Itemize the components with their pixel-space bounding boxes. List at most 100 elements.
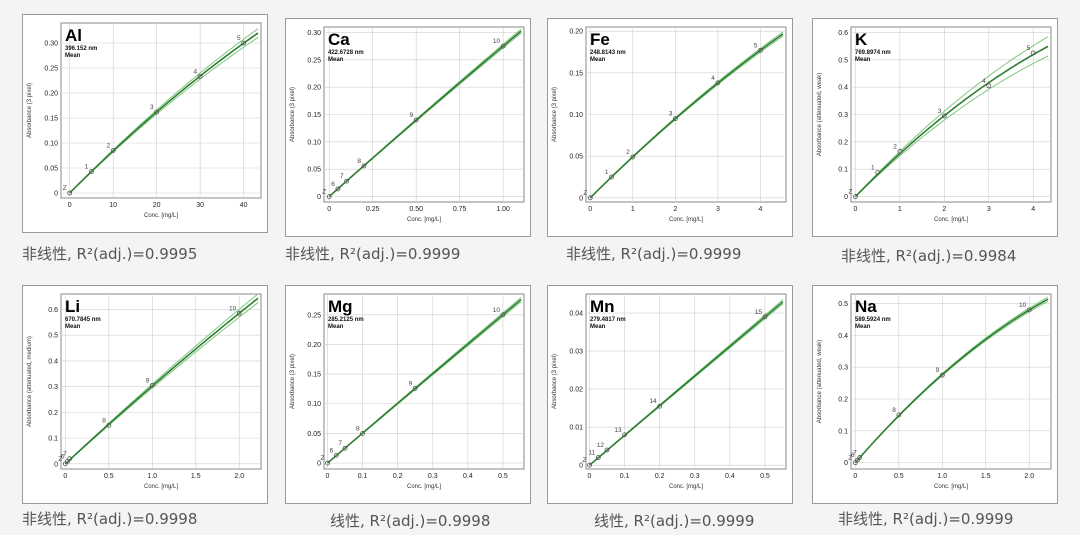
data-point: [197, 74, 203, 79]
caption-k: 非线性, R²(adj.)=0.9984: [841, 247, 1017, 265]
caption-na: 非线性, R²(adj.)=0.9999: [838, 510, 1014, 528]
data-point: [335, 186, 341, 192]
x-axis-label: Conc. [mg/L]: [144, 213, 178, 219]
y-tick-label: 0.5: [838, 301, 848, 308]
data-point: [1030, 50, 1036, 56]
x-axis-label: Conc. [mg/L]: [407, 217, 441, 223]
x-tick-label: 1.5: [981, 473, 991, 480]
x-tick-label: 0.5: [760, 473, 770, 480]
element-title: Ca: [328, 30, 350, 49]
data-point: [236, 310, 242, 316]
calibration-curve: [326, 299, 522, 464]
wavelength-label: 422.6728 nm: [328, 50, 364, 56]
stat-label: Mean: [855, 324, 871, 330]
x-tick-label: 2: [942, 206, 946, 213]
x-tick-label: 0: [588, 206, 592, 213]
point-label: Z: [322, 189, 326, 196]
y-tick-label: 0: [317, 461, 321, 468]
x-tick-label: 0.3: [690, 473, 700, 480]
x-tick-label: 0: [68, 202, 72, 209]
calibration-curve: [588, 301, 784, 466]
x-axis-label: Conc. [mg/L]: [144, 484, 178, 490]
point-label: 10: [229, 305, 237, 312]
chart-svg: 0 0.5 1.0 1.5 2.0 0 0.1 0.2 0.3 0.4 0.5 Conc. [mg/L…: [817, 293, 1052, 490]
y-axis-label: Absorbance (3 pixel): [290, 87, 296, 142]
y-tick-label: 0: [54, 461, 58, 468]
y-tick-label: 0: [844, 460, 848, 467]
point-label: 1: [85, 164, 89, 171]
chart-panel-na: 0 0.5 1.0 1.5 2.0 0 0.1 0.2 0.3 0.4 0.5 Conc. [mg/L…: [812, 285, 1058, 504]
chart-svg: 0 0.1 0.2 0.3 0.4 0.5 0 0.01 0.02 0.03 0.04 Conc. […: [552, 293, 787, 490]
point-label: 6: [61, 453, 65, 460]
x-tick-label: 0.2: [393, 473, 403, 480]
x-tick-label: 0.1: [358, 473, 368, 480]
y-axis-label: Absorbance (3 pixel): [27, 83, 33, 138]
point-label: 5: [237, 35, 241, 42]
data-point: [857, 455, 863, 460]
point-label: 12: [597, 442, 605, 449]
x-tick-label: 1: [631, 206, 635, 213]
data-point: [412, 385, 418, 391]
y-tick-label: 0.05: [307, 167, 321, 174]
data-point: [853, 194, 858, 199]
chart-svg: 0 0.25 0.50 0.75 1.00 0 0.05 0.10 0.15 0.20 0.25 0.…: [290, 26, 525, 223]
x-tick-label: 2.0: [234, 473, 244, 480]
point-label: 10: [1019, 302, 1027, 309]
y-tick-label: 0.10: [44, 141, 58, 148]
y-tick-label: 0.4: [838, 333, 848, 340]
point-label: 8: [892, 407, 896, 414]
point-label: 7: [853, 450, 857, 457]
y-tick-label: 0: [579, 463, 583, 470]
x-tick-label: 0.4: [725, 473, 735, 480]
data-point: [326, 194, 332, 199]
x-tick-label: 3: [987, 206, 991, 213]
data-point: [595, 455, 601, 460]
data-point: [715, 80, 721, 86]
data-point: [500, 43, 506, 49]
data-point: [672, 116, 678, 122]
data-point: [241, 40, 247, 46]
y-tick-label: 0: [54, 191, 58, 198]
y-tick-label: 0.1: [48, 436, 58, 443]
point-label: Z: [63, 185, 67, 192]
point-label: 2: [107, 143, 111, 150]
point-label: 4: [194, 69, 198, 76]
y-tick-label: 0.10: [569, 112, 583, 119]
point-label: 8: [357, 158, 361, 165]
point-label: 1: [605, 169, 609, 176]
data-point: [630, 154, 636, 160]
y-tick-label: 0.5: [838, 57, 848, 64]
point-label: 3: [150, 104, 154, 111]
data-point: [325, 460, 330, 466]
chart-svg: 0 10 20 30 40 0 0.05 0.10 0.15 0.20 0.25 0.30 Conc. …: [27, 22, 262, 219]
x-tick-label: 0.75: [453, 206, 467, 213]
data-point: [89, 169, 94, 174]
x-axis-label: Conc. [mg/L]: [669, 484, 703, 490]
x-tick-label: 0.4: [463, 473, 473, 480]
y-tick-label: 0.03: [569, 349, 583, 356]
y-tick-label: 0.15: [44, 116, 58, 123]
element-title: Na: [855, 297, 877, 316]
caption-fe: 非线性, R²(adj.)=0.9999: [566, 245, 742, 263]
point-label: 9: [410, 112, 414, 119]
plot-area: [850, 293, 1052, 470]
calibration-curve: [854, 298, 1049, 464]
wavelength-label: 279.4817 nm: [590, 317, 626, 323]
y-tick-label: 0.15: [307, 112, 321, 119]
point-label: 11: [589, 450, 596, 457]
y-axis-label: Absorbance (attenuated, weak): [817, 340, 823, 423]
chart-svg: 0 1 2 3 4 0 0.05 0.10 0.15 0.20 Conc. [mg/L] Absorb…: [552, 26, 787, 223]
point-label: 5: [1027, 45, 1031, 52]
point-label: 1: [871, 164, 875, 171]
x-tick-label: 20: [153, 202, 161, 209]
y-tick-label: 0.2: [838, 139, 848, 146]
data-point: [342, 445, 348, 451]
wavelength-label: 285.2125 nm: [328, 317, 364, 323]
point-label: 14: [649, 398, 657, 405]
stat-label: Mean: [328, 57, 344, 63]
x-tick-label: 4: [759, 206, 763, 213]
data-point: [758, 47, 763, 53]
data-point: [941, 113, 947, 119]
point-label: 6: [330, 447, 334, 454]
x-tick-label: 1.00: [496, 206, 510, 213]
